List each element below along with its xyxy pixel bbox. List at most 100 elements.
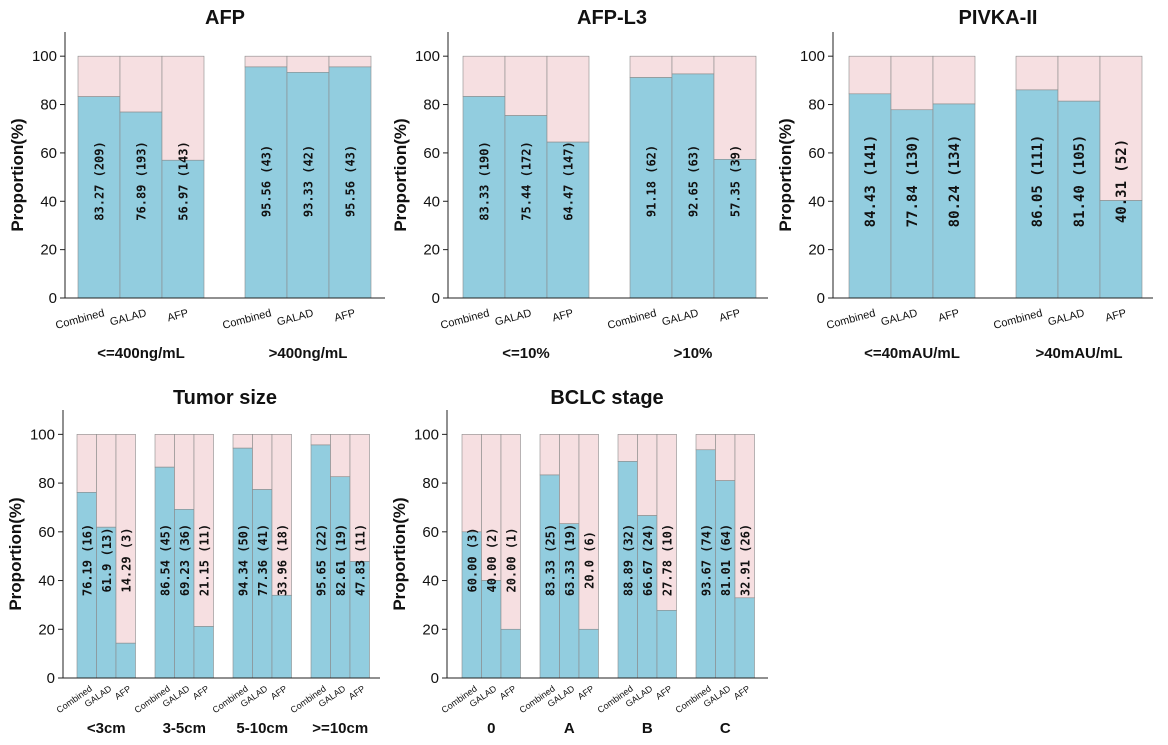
group-label-40mau-ml: >40mAU/mL (1035, 345, 1122, 362)
data-label: 66.67 (24) (641, 524, 655, 596)
y-tick-label: 100 (32, 48, 57, 65)
y-tick-label: 40 (38, 573, 55, 590)
panel-afp-l3: AFP-L3 Proportion(%) 83.33 (190) Combined 75… (391, 7, 768, 362)
data-label: 20.00 (1) (504, 527, 518, 592)
x-tick-label: Combined (992, 307, 1044, 332)
y-tick-label: 80 (38, 475, 55, 492)
x-tick-label: GALAD (109, 307, 148, 328)
x-tick-label: AFP (551, 307, 575, 324)
bar-remainder-40mau-ml-galad (890, 55, 934, 111)
x-tick-label: AFP (718, 307, 742, 324)
bar-40mau-ml-afp (1099, 200, 1143, 299)
data-label: 63.33 (19) (563, 524, 577, 596)
data-label: 82.61 (19) (334, 524, 348, 596)
bar-10-combined (629, 77, 673, 299)
data-label: 64.47 (147) (562, 141, 576, 220)
y-tick-label: 60 (808, 145, 825, 162)
bar-remainder-c-galad (715, 434, 736, 481)
bar-remainder-40mau-ml-combined (848, 55, 892, 95)
x-tick-label: AFP (269, 683, 289, 701)
panel-afp: AFP Proportion(%) 83.27 (209) Combined 76.89… (8, 7, 385, 362)
bar-c-afp (734, 597, 755, 679)
bar-remainder-400ng-ml-afp (161, 55, 205, 161)
bar-remainder-b-galad (637, 434, 658, 516)
y-tick-label: 100 (800, 48, 825, 65)
bar-10-combined (462, 96, 506, 299)
x-tick-label: AFP (654, 683, 674, 701)
data-label: 84.43 (141) (863, 135, 879, 228)
y-tick-label: 0 (49, 290, 57, 307)
bar-remainder-3cm-combined (76, 434, 97, 493)
data-label: 86.05 (111) (1030, 135, 1046, 228)
bar-remainder-10-combined (629, 55, 673, 78)
bar-40mau-ml-combined (848, 93, 892, 299)
bar-remainder-10-combined (462, 55, 506, 97)
x-tick-label: Combined (606, 307, 658, 332)
y-tick-label: 0 (817, 290, 825, 307)
data-label: 81.01 (64) (719, 524, 733, 596)
chart-title: PIVKA-II (959, 7, 1038, 29)
bar-400ng-ml-galad (119, 111, 163, 299)
data-label: 94.34 (50) (236, 524, 250, 596)
x-tick-label: Combined (825, 307, 877, 332)
group-label-40mau-ml: <=40mAU/mL (864, 345, 960, 362)
data-label: 40.31 (52) (1114, 139, 1130, 223)
data-label: 69.23 (36) (178, 524, 192, 596)
y-tick-label: 80 (422, 475, 439, 492)
bar-a-afp (578, 628, 599, 679)
bar-0-afp (500, 628, 521, 679)
y-axis-label: Proportion(%) (776, 118, 795, 231)
group-label-a: A (564, 720, 575, 737)
x-tick-label: AFP (166, 307, 190, 324)
y-axis-label: Proportion(%) (391, 118, 410, 231)
x-tick-label: Combined (221, 307, 273, 332)
data-label: 56.97 (143) (177, 141, 191, 220)
y-axis-label: Proportion(%) (390, 497, 409, 610)
bar-remainder-c-combined (695, 434, 716, 451)
group-label-0: 0 (487, 720, 495, 737)
group-label-10: <=10% (502, 345, 550, 362)
data-label: 76.89 (193) (135, 141, 149, 220)
y-tick-label: 20 (38, 621, 55, 638)
x-tick-label: AFP (347, 683, 367, 701)
bar-40mau-ml-afp (932, 103, 976, 299)
group-label-400ng-ml: <=400ng/mL (97, 345, 185, 362)
y-tick-label: 0 (47, 670, 55, 687)
x-tick-label: Combined (54, 307, 106, 332)
bar-remainder-400ng-ml-galad (286, 55, 330, 73)
bar-10-afp (546, 141, 590, 299)
bar-remainder-a-galad (559, 434, 580, 525)
x-tick-label: Combined (439, 307, 491, 332)
bar-40mau-ml-galad (1057, 100, 1101, 299)
x-tick-label: AFP (1104, 307, 1128, 324)
x-tick-label: AFP (576, 683, 596, 701)
y-tick-label: 20 (423, 242, 440, 259)
data-label: 76.19 (16) (80, 524, 94, 596)
data-label: 33.96 (18) (275, 524, 289, 596)
data-label: 86.54 (45) (158, 524, 172, 596)
x-tick-label: GALAD (1047, 307, 1086, 328)
bar-remainder-b-combined (617, 434, 638, 462)
chart-title: BCLC stage (550, 387, 663, 409)
y-tick-label: 80 (40, 97, 57, 114)
x-tick-label: GALAD (494, 307, 533, 328)
x-tick-label: AFP (732, 683, 752, 701)
bar-remainder-10-galad (671, 55, 715, 75)
y-tick-label: 20 (808, 242, 825, 259)
y-tick-label: 60 (423, 145, 440, 162)
bar-remainder-10-afp (546, 55, 590, 143)
y-tick-label: 20 (40, 242, 57, 259)
bar-40mau-ml-combined (1015, 89, 1059, 299)
bar-remainder-400ng-ml-galad (119, 55, 163, 113)
bar-remainder-400ng-ml-afp (328, 55, 372, 68)
x-tick-label: GALAD (661, 307, 700, 328)
data-label: 83.27 (209) (93, 141, 107, 220)
data-label: 92.65 (63) (687, 145, 701, 217)
bar-remainder-10cm-galad (330, 434, 351, 478)
x-tick-label: GALAD (880, 307, 919, 328)
data-label: 57.35 (39) (729, 145, 743, 217)
data-label: 80.24 (134) (947, 135, 963, 228)
